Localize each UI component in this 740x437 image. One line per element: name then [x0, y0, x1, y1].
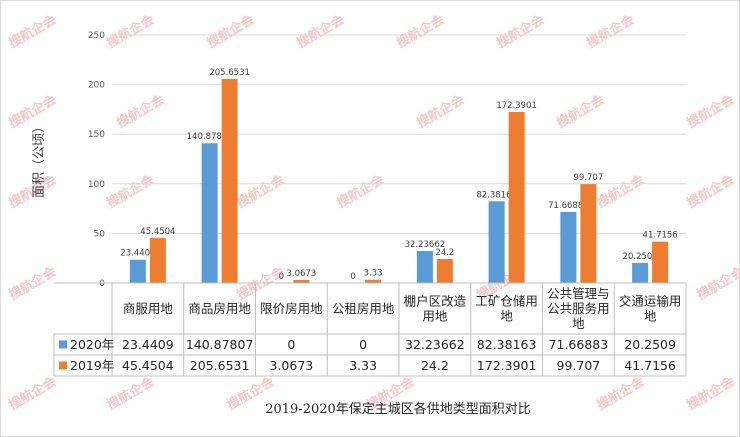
bar-2020 [632, 262, 649, 283]
data-label: 3.0673 [287, 269, 317, 279]
table-value: 41.7156 [624, 358, 676, 373]
category-label: 地 [572, 316, 585, 331]
watermark-text: 搜航企会 [694, 263, 740, 303]
legend-label: 2020年 [70, 337, 114, 352]
watermark-text: 搜航企会 [204, 11, 258, 51]
category-label: 限价房用地 [260, 301, 323, 316]
category-label: 公共服务用 [547, 301, 610, 316]
watermark-text: 搜航企会 [594, 373, 648, 413]
data-label: 32.23662 [405, 240, 446, 250]
bar-2019 [365, 279, 382, 283]
table-value: 0 [359, 337, 367, 352]
data-label: 172.3901 [496, 101, 537, 111]
watermark-text: 搜航企会 [6, 11, 60, 51]
table-value: 3.33 [349, 358, 377, 373]
table-value: 71.66883 [549, 337, 609, 352]
y-tick-label: 100 [88, 180, 105, 190]
data-label: 0 [350, 272, 355, 282]
bar-2019 [652, 241, 669, 283]
data-label: 24.2 [435, 248, 454, 258]
data-label: 82.38163 [476, 190, 517, 200]
table-value: 32.23662 [405, 337, 465, 352]
category-label: 商服用地 [123, 301, 174, 316]
table-value: 23.4409 [122, 337, 174, 352]
data-label: 45.4504 [140, 227, 175, 237]
category-label: 商品房用地 [188, 301, 251, 316]
data-label: 71.66883 [548, 201, 589, 211]
y-tick-label: 0 [99, 279, 105, 289]
y-tick-label: 150 [88, 130, 105, 140]
data-label: 23.4409 [120, 249, 155, 259]
category-label: 棚户区改造 [404, 294, 467, 309]
table-value: 205.6531 [190, 358, 250, 373]
category-label: 用地 [422, 309, 448, 324]
bar-2020 [129, 259, 146, 283]
table-value: 24.2 [421, 358, 449, 373]
watermark-text: 搜航企会 [114, 91, 168, 131]
watermark-text: 搜航企会 [104, 11, 158, 51]
table-value: 3.0673 [270, 358, 314, 373]
data-label: 20.2509 [623, 252, 658, 262]
y-tick-label: 250 [88, 31, 105, 41]
table-value: 172.3901 [477, 358, 537, 373]
watermark-text: 搜航企会 [584, 11, 638, 51]
data-label: 205.6531 [209, 68, 250, 78]
watermark-text: 搜航企会 [684, 373, 738, 413]
legend-label: 2019年 [70, 358, 114, 373]
table-value: 0 [287, 337, 295, 352]
bar-2020 [201, 143, 218, 283]
watermark-text: 搜航企会 [294, 11, 348, 51]
watermark-text: 搜航企会 [104, 171, 158, 211]
watermark-text: 搜航企会 [334, 171, 388, 211]
y-axis-label: 面积（公顷） [32, 120, 47, 198]
table-value: 20.2509 [624, 337, 676, 352]
data-label: 99.707 [574, 173, 604, 183]
bar-2019 [221, 78, 238, 283]
bar-2020 [560, 211, 577, 283]
table-value: 99.707 [557, 358, 601, 373]
watermark-text: 搜航企会 [554, 91, 608, 131]
bar-2020 [416, 251, 433, 283]
y-tick-label: 50 [94, 229, 106, 239]
watermark-text: 搜航企会 [234, 171, 288, 211]
data-label: 3.33 [364, 269, 383, 279]
bar-2019 [293, 279, 310, 283]
watermark-text: 搜航企会 [394, 11, 448, 51]
category-label: 工矿仓储用 [475, 294, 538, 309]
data-label: 41.7156 [643, 231, 678, 241]
bar-2019 [149, 237, 166, 283]
watermark-text: 搜航企会 [104, 373, 158, 413]
bar-2020 [488, 201, 505, 283]
data-label: 140.87807 [187, 132, 233, 142]
table-value: 45.4504 [122, 358, 174, 373]
bar-2019 [436, 258, 453, 283]
watermark-text: 搜航企会 [684, 91, 738, 131]
chart-title: 2019-2020年保定主城区各供地类型面积对比 [265, 401, 531, 417]
watermark-text: 搜航企会 [6, 373, 60, 413]
legend-key-2020 [59, 340, 67, 349]
watermark-text: 搜航企会 [494, 11, 548, 51]
bar-2019 [508, 111, 525, 284]
watermark-text: 搜航企会 [414, 91, 468, 131]
category-label: 地 [500, 309, 513, 324]
category-label: 地 [644, 309, 657, 324]
data-label: 0 [279, 272, 284, 282]
category-label: 交通运输用 [619, 294, 682, 309]
watermark-text: 搜航企会 [6, 263, 60, 303]
table-value: 140.87807 [186, 337, 254, 352]
category-label: 公共管理与 [547, 286, 610, 301]
table-value: 82.38163 [477, 337, 537, 352]
legend-key-2019 [59, 361, 67, 370]
y-tick-label: 200 [88, 81, 105, 91]
bar-2019 [580, 184, 597, 283]
watermark-text: 搜航企会 [684, 171, 738, 211]
category-label: 公租房用地 [332, 301, 395, 316]
